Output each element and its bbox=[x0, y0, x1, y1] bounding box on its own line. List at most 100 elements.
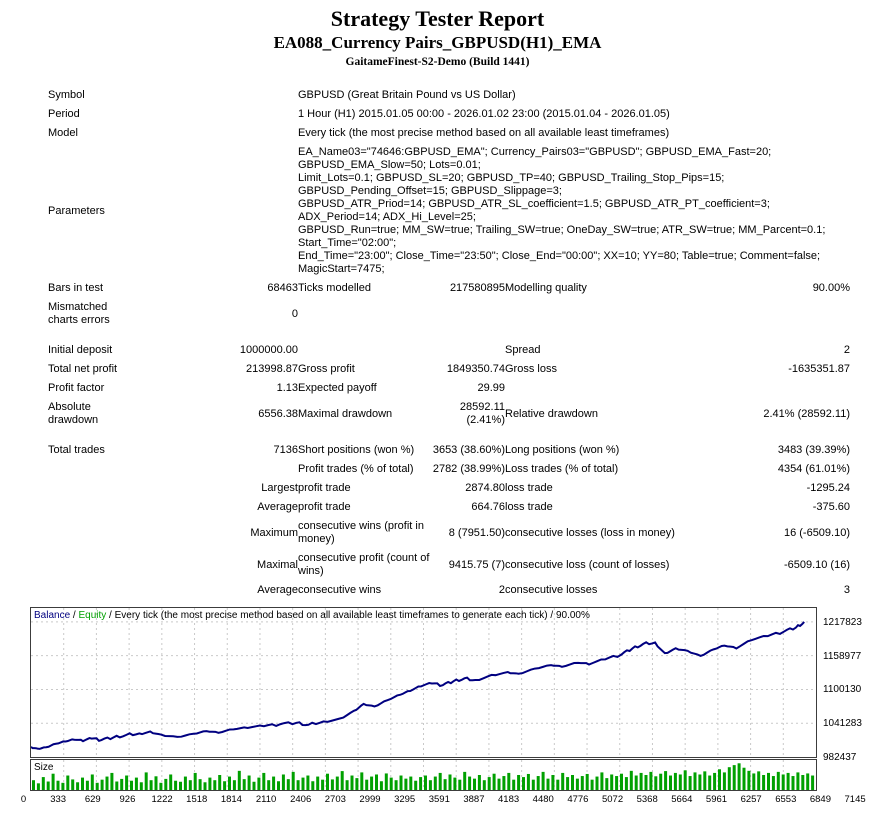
size-bar bbox=[379, 781, 383, 790]
row-value bbox=[126, 86, 298, 105]
size-bar bbox=[335, 776, 339, 790]
table-row: Average consecutive wins 2 consecutive loss… bbox=[48, 581, 850, 600]
size-bar bbox=[747, 770, 751, 790]
size-bar bbox=[144, 772, 148, 790]
size-bar bbox=[237, 770, 241, 790]
row-label: consecutive profit (count of wins) bbox=[298, 552, 430, 577]
row-value: 6556.38 bbox=[258, 407, 298, 420]
x-axis-label: 2110 bbox=[255, 794, 277, 805]
size-bar bbox=[727, 767, 731, 790]
row-value: 1849350.74 bbox=[446, 363, 505, 375]
row-label: Bars in test bbox=[48, 282, 104, 294]
size-bar bbox=[272, 776, 276, 790]
size-bar bbox=[517, 775, 521, 790]
row-value: 1.13 bbox=[276, 382, 298, 394]
size-bar bbox=[463, 771, 467, 790]
row-value bbox=[430, 298, 505, 330]
table-row: Largest profit trade 2874.80 loss trade -129… bbox=[48, 479, 850, 498]
size-bar bbox=[281, 774, 285, 790]
size-bar bbox=[198, 779, 202, 790]
size-bar bbox=[615, 776, 619, 790]
x-axis-label: 6553 bbox=[775, 794, 797, 805]
legend-model-text: Every tick (the most precise method base… bbox=[114, 610, 590, 621]
size-bar bbox=[477, 775, 481, 790]
size-bar bbox=[389, 777, 393, 790]
size-bar bbox=[203, 782, 207, 790]
row-label: Profit trades (% of total) bbox=[298, 463, 414, 475]
row-label: consecutive wins bbox=[298, 584, 382, 596]
row-value: 0 bbox=[291, 307, 298, 320]
size-bar bbox=[61, 782, 65, 790]
size-bar bbox=[683, 770, 687, 790]
row-label: consecutive losses (loss in money) bbox=[505, 526, 675, 539]
y-axis-label: 1100130 bbox=[823, 684, 862, 696]
row-value: 28592.11 (2.41%) bbox=[459, 401, 505, 426]
size-bar bbox=[188, 780, 192, 790]
size-bar bbox=[771, 776, 775, 790]
x-axis-label: 926 bbox=[119, 794, 136, 805]
x-axis-label: 2406 bbox=[290, 794, 312, 805]
table-row: Absolute drawdown 6556.38 Maximal drawdown… bbox=[48, 398, 850, 430]
size-bar bbox=[791, 776, 795, 790]
size-bar bbox=[536, 776, 540, 790]
row-value: -6509.10 (16) bbox=[783, 558, 850, 571]
size-bar bbox=[56, 780, 60, 790]
size-bar bbox=[546, 778, 550, 790]
size-bar bbox=[384, 773, 388, 790]
table-row: Symbol GBPUSD (Great Britain Pound vs US … bbox=[48, 86, 850, 105]
row-label: Loss trades (% of total) bbox=[505, 463, 619, 475]
row-label bbox=[298, 341, 430, 360]
size-bar bbox=[296, 780, 300, 790]
x-axis-label: 2703 bbox=[324, 794, 346, 805]
size-bar bbox=[776, 771, 780, 790]
size-bar bbox=[424, 775, 427, 790]
y-axis-label: 1158977 bbox=[823, 650, 862, 662]
row-label: Profit factor bbox=[48, 382, 105, 394]
size-bar bbox=[698, 774, 702, 790]
size-bar bbox=[649, 771, 653, 790]
size-bar bbox=[159, 782, 163, 790]
row-value bbox=[126, 124, 298, 143]
size-bar bbox=[409, 776, 413, 790]
size-bar bbox=[742, 767, 746, 790]
report-header: Strategy Tester Report EA088_Currency Pa… bbox=[0, 0, 875, 70]
table-row: Profit trades (% of total) 2782 (38.99%) L… bbox=[48, 460, 850, 479]
size-bar bbox=[590, 779, 594, 790]
row-value: 4354 (61.01%) bbox=[777, 463, 850, 475]
size-bar bbox=[81, 777, 84, 790]
server-build-line: GaitameFinest-S2-Demo (Build 1441) bbox=[345, 56, 530, 68]
size-bar bbox=[433, 776, 437, 790]
row-label: Spread bbox=[505, 344, 541, 356]
size-bar bbox=[365, 779, 369, 790]
row-label: profit trade bbox=[298, 501, 351, 513]
size-bar bbox=[164, 778, 168, 790]
table-row: Bars in test 68463 Ticks modelled 217580895… bbox=[48, 279, 850, 298]
size-bar bbox=[193, 772, 197, 790]
row-label: Mismatched charts errors bbox=[48, 301, 110, 326]
size-bar bbox=[487, 777, 491, 790]
x-axis-label: 0 bbox=[20, 794, 27, 805]
x-axis-label: 629 bbox=[84, 794, 101, 805]
size-bar bbox=[678, 774, 682, 790]
size-bar bbox=[370, 776, 374, 790]
x-axis-label: 7145 bbox=[844, 794, 866, 805]
size-bar bbox=[767, 772, 770, 790]
size-bar bbox=[110, 772, 114, 790]
size-bar bbox=[762, 775, 766, 790]
chart-legend: Balance / Equity / Every tick (the most … bbox=[34, 610, 590, 622]
size-bar bbox=[223, 781, 227, 790]
size-bar bbox=[605, 778, 609, 790]
size-bar bbox=[757, 771, 761, 790]
size-bar bbox=[556, 779, 560, 790]
row-label: Absolute drawdown bbox=[48, 401, 99, 426]
row-value: Average bbox=[257, 584, 298, 596]
size-bar bbox=[522, 777, 525, 790]
size-bar bbox=[551, 775, 555, 790]
row-label bbox=[48, 460, 126, 479]
size-bar bbox=[659, 773, 663, 790]
legend-balance-label: Balance bbox=[34, 610, 71, 621]
size-bar bbox=[36, 783, 40, 790]
y-axis-label: 1041283 bbox=[823, 718, 862, 730]
size-bar bbox=[673, 772, 677, 790]
row-value: 90.00% bbox=[812, 282, 850, 294]
